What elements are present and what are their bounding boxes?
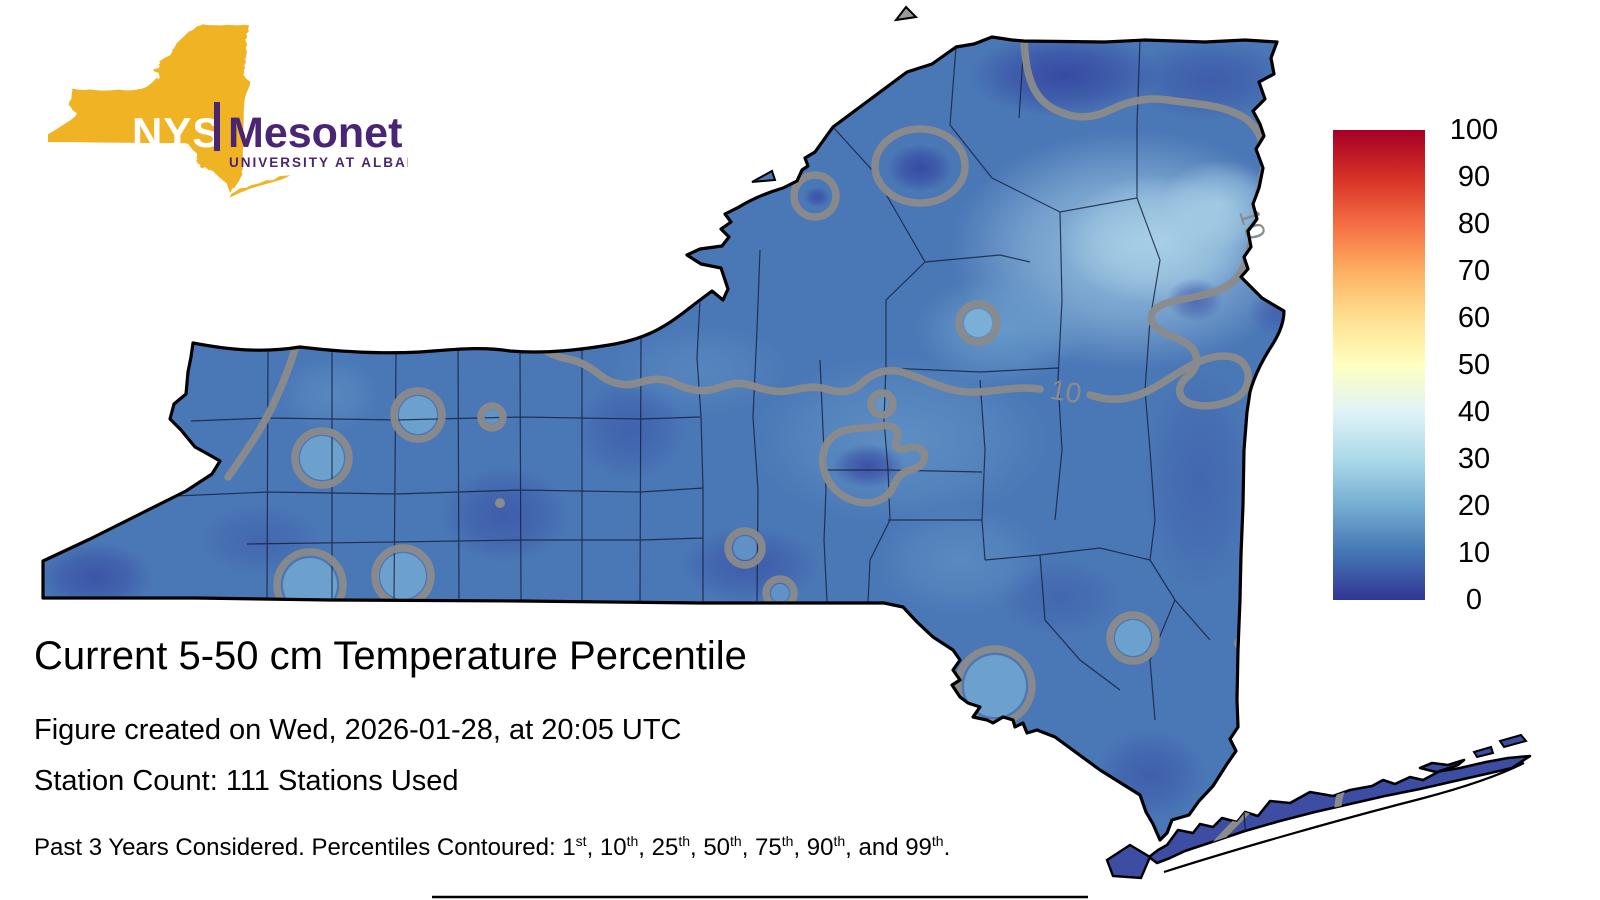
fishers-island xyxy=(1498,733,1528,749)
contour-label-10: 10 xyxy=(1048,374,1084,409)
colorbar-tick-labels: 100 90 80 70 60 50 40 30 20 10 0 xyxy=(1436,115,1512,615)
colorbar-tick: 100 xyxy=(1449,114,1499,146)
logo-university-text: UNIVERSITY AT ALBANY xyxy=(229,155,408,170)
contour-dot xyxy=(495,498,505,508)
footnote-line: Past 3 Years Considered. Percentiles Con… xyxy=(34,833,951,861)
station-count-line: Station Count: 111 Stations Used xyxy=(34,765,459,797)
logo-long-island-shape xyxy=(229,175,291,198)
plum-island xyxy=(1472,745,1495,759)
li-contour-stripe xyxy=(1334,787,1346,832)
long-island xyxy=(1147,754,1532,865)
created-timestamp-line: Figure created on Wed, 2026-01-28, at 20… xyxy=(34,714,682,746)
colorbar-tick: 90 xyxy=(1457,161,1491,193)
colorbar-tick: 50 xyxy=(1457,349,1491,381)
logo-state-shape xyxy=(48,24,251,193)
figure-title: Current 5-50 cm Temperature Percentile xyxy=(34,634,747,678)
canada-islet xyxy=(893,5,919,22)
colorbar-tick: 60 xyxy=(1457,302,1491,334)
colorbar-tick: 70 xyxy=(1457,255,1491,287)
footnote-text: Past 3 Years Considered. Percentiles Con… xyxy=(34,834,576,861)
colorbar-tick: 40 xyxy=(1457,396,1491,428)
lake-peninsula-islet xyxy=(751,169,777,183)
logo-divider xyxy=(214,102,220,151)
logo-nys-text: NYS xyxy=(132,109,221,156)
colorbar-tick: 80 xyxy=(1457,208,1491,240)
nys-mesonet-logo: NYS Mesonet UNIVERSITY AT ALBANY xyxy=(48,24,408,198)
colorbar-tick: 30 xyxy=(1457,443,1491,475)
barrier-island-line xyxy=(1163,762,1525,874)
colorbar-tick: 10 xyxy=(1457,537,1491,569)
logo-mesonet-text: Mesonet xyxy=(228,109,402,157)
staten-island xyxy=(1105,843,1152,880)
colorbar-tick: 0 xyxy=(1465,584,1483,616)
percentile-colorbar xyxy=(1333,130,1425,600)
state-outline xyxy=(41,35,1286,842)
colorbar-tick: 20 xyxy=(1457,490,1491,522)
